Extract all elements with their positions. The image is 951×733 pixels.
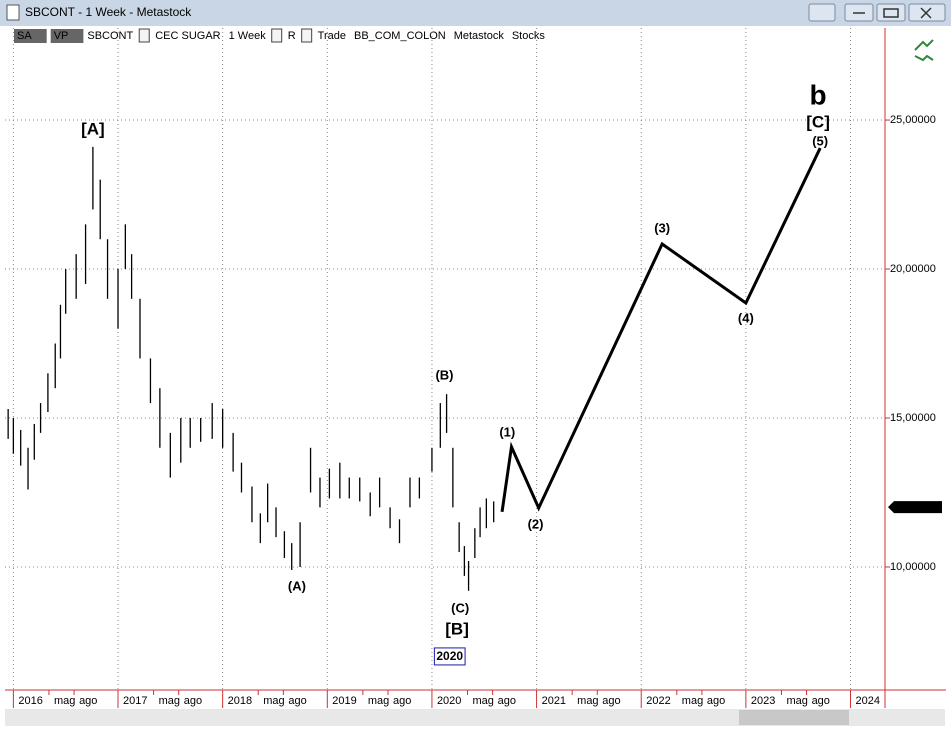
title-icon (6, 4, 20, 21)
toolbar-item: SA (17, 30, 32, 42)
dropdown-button[interactable] (271, 28, 283, 43)
wave-label: b (810, 80, 827, 111)
maximize-button[interactable] (876, 3, 906, 22)
wave-label: [B] (445, 619, 469, 638)
wave-label: (5) (812, 134, 828, 149)
dropdown-button[interactable] (138, 28, 150, 43)
trend-icon[interactable] (914, 39, 934, 62)
x-tick-label: ago (707, 695, 725, 707)
button-glyphs (853, 7, 932, 19)
restore-chart-button[interactable] (808, 3, 836, 22)
x-tick-label: 2017 (123, 695, 147, 707)
wave-label: 2020 (436, 649, 463, 663)
toolbar-item: BB_COM_COLON (354, 30, 446, 42)
last-price-box (888, 501, 942, 514)
y-tick-label: 25,00000 (890, 114, 936, 126)
y-tick-label: 10,00000 (890, 561, 936, 573)
last-price-label: 12,01000 (895, 501, 941, 513)
wave-label: [C] (806, 113, 830, 132)
x-tick-label: mag (577, 695, 598, 707)
x-tick-label: ago (79, 695, 97, 707)
scrollbar[interactable] (5, 709, 945, 726)
x-tick-label: ago (393, 695, 411, 707)
x-tick-label: mag (473, 695, 494, 707)
window-title: SBCONT - 1 Week - Metastock (25, 5, 192, 19)
x-tick-label: mag (368, 695, 389, 707)
scrollbar-thumb[interactable] (739, 710, 849, 725)
toolbar-item: Trade (318, 30, 346, 42)
x-tick-label: 2019 (332, 695, 356, 707)
toolbar-item: 1 Week (229, 30, 267, 42)
toolbar-button[interactable] (14, 29, 47, 43)
dropdown-button[interactable] (301, 28, 313, 43)
y-tick-label: 15,00000 (890, 412, 936, 424)
wave-projection (500, 147, 822, 513)
x-tick-label: mag (54, 695, 75, 707)
toolbar-item: VP (54, 30, 69, 42)
x-tick-label: ago (602, 695, 620, 707)
x-tick-label: ago (812, 695, 830, 707)
x-tick-label: ago (288, 695, 306, 707)
x-tick-label: 2024 (856, 695, 880, 707)
price-axis-bg (885, 28, 946, 690)
x-tick-label: ago (184, 695, 202, 707)
x-tick-label: 2020 (437, 695, 461, 707)
wave-label: (3) (654, 221, 670, 236)
title-bar (0, 0, 951, 26)
window-buttons[interactable] (808, 3, 946, 22)
x-tick-label: mag (682, 695, 703, 707)
toolbar-item: CEC SUGAR (155, 30, 220, 42)
wave-label: (A) (288, 578, 306, 593)
wave-label: (1) (499, 424, 515, 439)
wave-label: (B) (435, 367, 453, 382)
label-box (433, 647, 466, 666)
toolbar-item: Stocks (512, 30, 546, 42)
x-tick-label: mag (786, 695, 807, 707)
x-tick-label: 2022 (646, 695, 670, 707)
x-tick-label: 2018 (228, 695, 252, 707)
wave-label: (C) (451, 600, 469, 615)
x-tick-label: mag (159, 695, 180, 707)
x-tick-label: 2023 (751, 695, 775, 707)
toolbar-item: Metastock (454, 30, 505, 42)
y-tick-label: 20,00000 (890, 263, 936, 275)
wave-label: (4) (738, 311, 754, 326)
x-tick-label: 2016 (18, 695, 42, 707)
wave-label: (2) (528, 516, 544, 531)
x-tick-label: 2021 (542, 695, 566, 707)
x-tick-label: ago (498, 695, 516, 707)
x-tick-label: mag (263, 695, 284, 707)
toolbar-item: R (288, 30, 296, 42)
toolbar-button[interactable] (50, 29, 84, 43)
toolbar-item: SBCONT (87, 30, 133, 42)
wave-label: [A] (81, 120, 105, 139)
toolbar: SA VP SBCONT CEC SUGAR 1 Week R Trade BB_COM_CO… (14, 28, 546, 43)
